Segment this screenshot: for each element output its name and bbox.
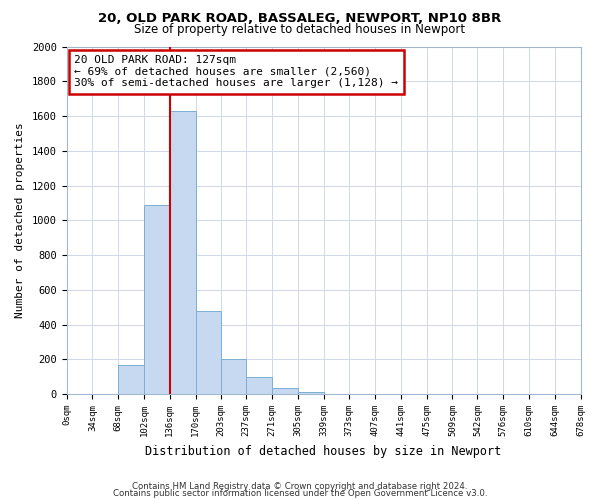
Bar	[170, 111, 196, 394]
Bar	[272, 388, 298, 394]
Y-axis label: Number of detached properties: Number of detached properties	[15, 122, 25, 318]
Bar	[144, 204, 170, 394]
Text: Size of property relative to detached houses in Newport: Size of property relative to detached ho…	[134, 22, 466, 36]
X-axis label: Distribution of detached houses by size in Newport: Distribution of detached houses by size …	[145, 444, 502, 458]
Bar	[196, 310, 221, 394]
Bar	[246, 377, 272, 394]
Text: 20, OLD PARK ROAD, BASSALEG, NEWPORT, NP10 8BR: 20, OLD PARK ROAD, BASSALEG, NEWPORT, NP…	[98, 12, 502, 26]
Text: Contains HM Land Registry data © Crown copyright and database right 2024.: Contains HM Land Registry data © Crown c…	[132, 482, 468, 491]
Text: Contains public sector information licensed under the Open Government Licence v3: Contains public sector information licen…	[113, 489, 487, 498]
Bar	[118, 364, 144, 394]
Bar	[298, 392, 323, 394]
Text: 20 OLD PARK ROAD: 127sqm
← 69% of detached houses are smaller (2,560)
30% of sem: 20 OLD PARK ROAD: 127sqm ← 69% of detach…	[74, 55, 398, 88]
Bar	[221, 360, 246, 394]
